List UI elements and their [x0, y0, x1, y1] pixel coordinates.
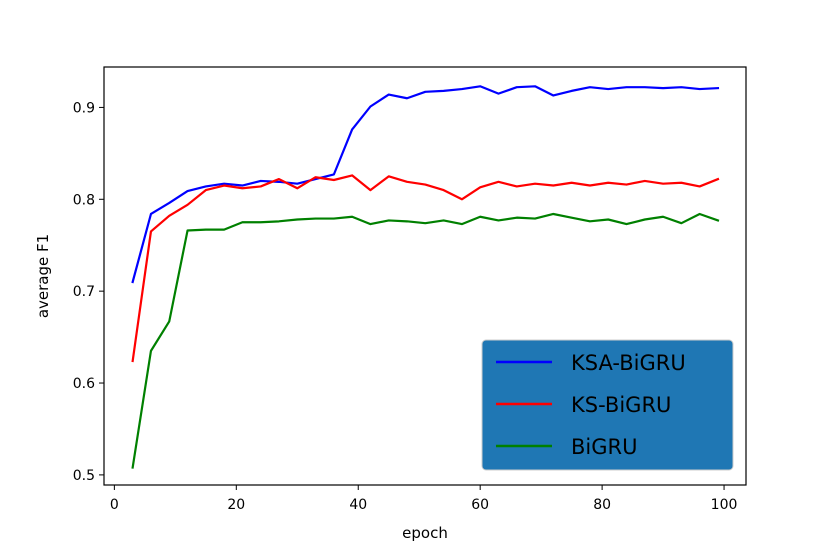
x-tick-label: 60: [471, 497, 489, 513]
y-axis-ticks: 0.5 0.6 0.7 0.8 0.9: [73, 100, 104, 484]
series-line-ks-bigru: [131, 174, 720, 363]
legend: KSA-BiGRU KS-BiGRU BiGRU: [481, 339, 734, 471]
x-axis-label: epoch: [402, 524, 448, 542]
series-line-bigru: [131, 212, 720, 469]
plot-frame: [103, 66, 747, 486]
legend-label: KS-BiGRU: [571, 393, 671, 417]
x-tick-label: 100: [711, 497, 738, 513]
y-axis-label: average F1: [34, 234, 52, 318]
y-tick-label: 0.6: [73, 376, 95, 392]
y-tick-label: 0.8: [73, 192, 95, 208]
y-tick-label: 0.5: [73, 468, 95, 484]
x-axis-ticks: 0 20 40 60 80 100: [110, 485, 738, 513]
y-tick-label: 0.9: [73, 100, 95, 116]
series-layer: [131, 85, 720, 469]
x-tick-label: 40: [349, 497, 367, 513]
legend-label: KSA-BiGRU: [571, 351, 686, 375]
x-tick-label: 0: [110, 497, 119, 513]
series-line-ksa-bigru: [131, 85, 720, 284]
legend-box: [481, 339, 734, 471]
x-tick-label: 20: [227, 497, 245, 513]
x-tick-label: 80: [593, 497, 611, 513]
legend-label: BiGRU: [571, 435, 637, 459]
y-tick-label: 0.7: [73, 284, 95, 300]
